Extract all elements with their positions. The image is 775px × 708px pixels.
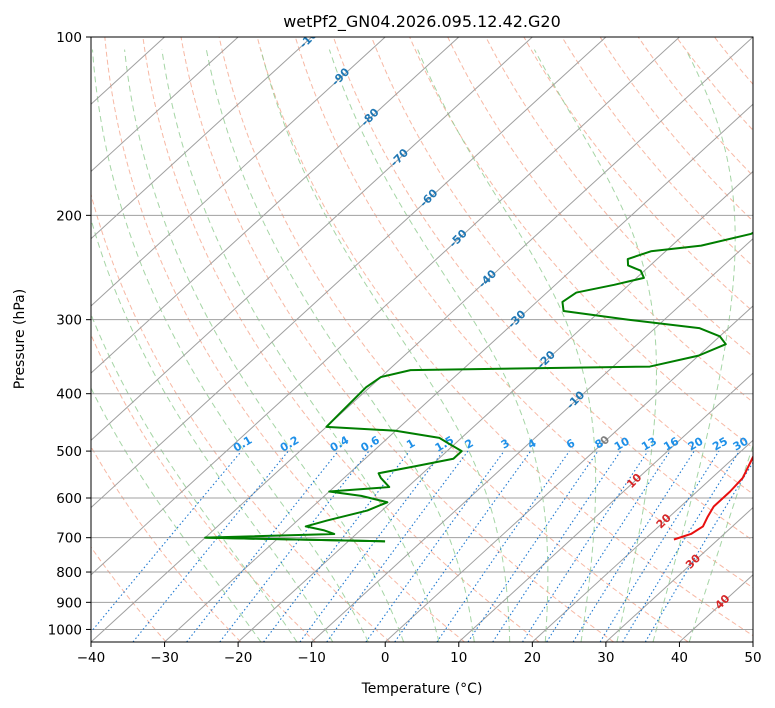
mixing-ratio-line [91,450,242,633]
x-tick-label: 30 [597,650,614,666]
mixing-ratio-line [622,450,740,642]
y-tick-label: 900 [56,595,82,611]
y-axis-label: Pressure (hPa) [12,289,28,389]
y-tick-label: 200 [56,208,82,224]
y-tick-label: 800 [56,565,82,581]
dry-adiabat [91,333,316,642]
x-tick-label: 50 [744,650,761,666]
isotherm-line [605,506,753,642]
x-tick-label: −20 [224,650,253,666]
moist-adiabat [205,49,475,642]
dry-adiabat [561,37,753,267]
isotherm-line [91,37,313,240]
dry-adiabat [91,192,391,642]
dry-adiabat [409,37,753,449]
mixing-ratio-line [599,450,720,642]
mixing-ratio-line [644,461,753,642]
dry-adiabat [294,37,753,589]
isotherm-line [531,439,753,642]
moist-adiabat [260,49,511,642]
mixing-ratio-line [186,450,339,642]
moist-adiabat [91,49,369,642]
dry-adiabat [218,37,689,642]
x-tick-label: −10 [297,650,326,666]
x-tick-label: 10 [450,650,467,666]
dry-adiabat [180,37,614,642]
x-tick-label: 40 [671,650,688,666]
x-tick-label: 20 [524,650,541,666]
sounding-series [204,231,753,543]
y-tick-label: 300 [56,313,82,329]
moist-adiabat [652,49,736,642]
chart-title: wetPf2_GN04.2026.095.12.42.G20 [283,12,561,32]
isotherm-line [458,372,753,642]
dewpoint-profile [204,231,753,543]
y-tick-label: 600 [56,491,82,507]
isotherm-line [91,37,607,509]
y-axis-ticks: 100 200 300 400 500 600 700 800 900 1000 [48,30,91,638]
mixing-ratio-line [365,450,505,642]
x-axis-ticks: −40 −30 −20 −10 0 10 20 30 40 50 [77,642,762,666]
isotherm-line [91,37,386,307]
dry-adiabat [637,37,753,177]
x-tick-label: −30 [150,650,179,666]
isotherm-line [91,37,680,576]
x-tick-label: 0 [381,650,390,666]
dry-adiabat [485,37,753,358]
dry-adiabat [447,37,753,403]
mixing-ratio-line [572,450,695,642]
y-tick-label: 100 [56,30,82,46]
background-grid [91,37,753,642]
y-tick-label: 1000 [48,622,82,638]
x-axis-label: Temperature (°C) [361,681,483,697]
parcel_stub-profile [205,536,386,543]
mixing-ratio-label: 36 [751,434,771,453]
isotherm-line [91,37,239,173]
isotherm-line [311,237,753,642]
moist-adiabat [328,49,549,642]
mixing-ratio-line [467,450,599,642]
dry-adiabat [104,37,465,642]
moist-adiabat [91,386,262,642]
temperature-profile [673,454,753,541]
dry-adiabat [523,37,753,313]
isotherm-line [91,37,533,442]
moist-adiabat [161,49,440,642]
dry-adiabat [332,37,753,542]
isotherm-line [91,37,753,642]
moist-adiabat [91,313,298,642]
isotherm-line [384,305,753,642]
dry-adiabat [256,37,753,637]
mixing-ratio-line [546,450,671,642]
isotherm-line [164,103,753,642]
y-tick-label: 500 [56,444,82,460]
moist-adiabat [124,49,405,642]
plot-frame [90,36,754,643]
x-tick-label: −40 [77,650,106,666]
mixing-ratio-line [394,450,532,642]
mixing-ratio-line [436,450,570,642]
y-tick-label: 400 [56,387,82,403]
y-tick-label: 700 [56,531,82,547]
mixing-ratio-line [219,450,370,642]
isotherm-line [91,37,460,374]
dry-adiabat [142,37,540,642]
moist-adiabat [688,443,753,642]
mixing-ratio-line [132,450,289,642]
